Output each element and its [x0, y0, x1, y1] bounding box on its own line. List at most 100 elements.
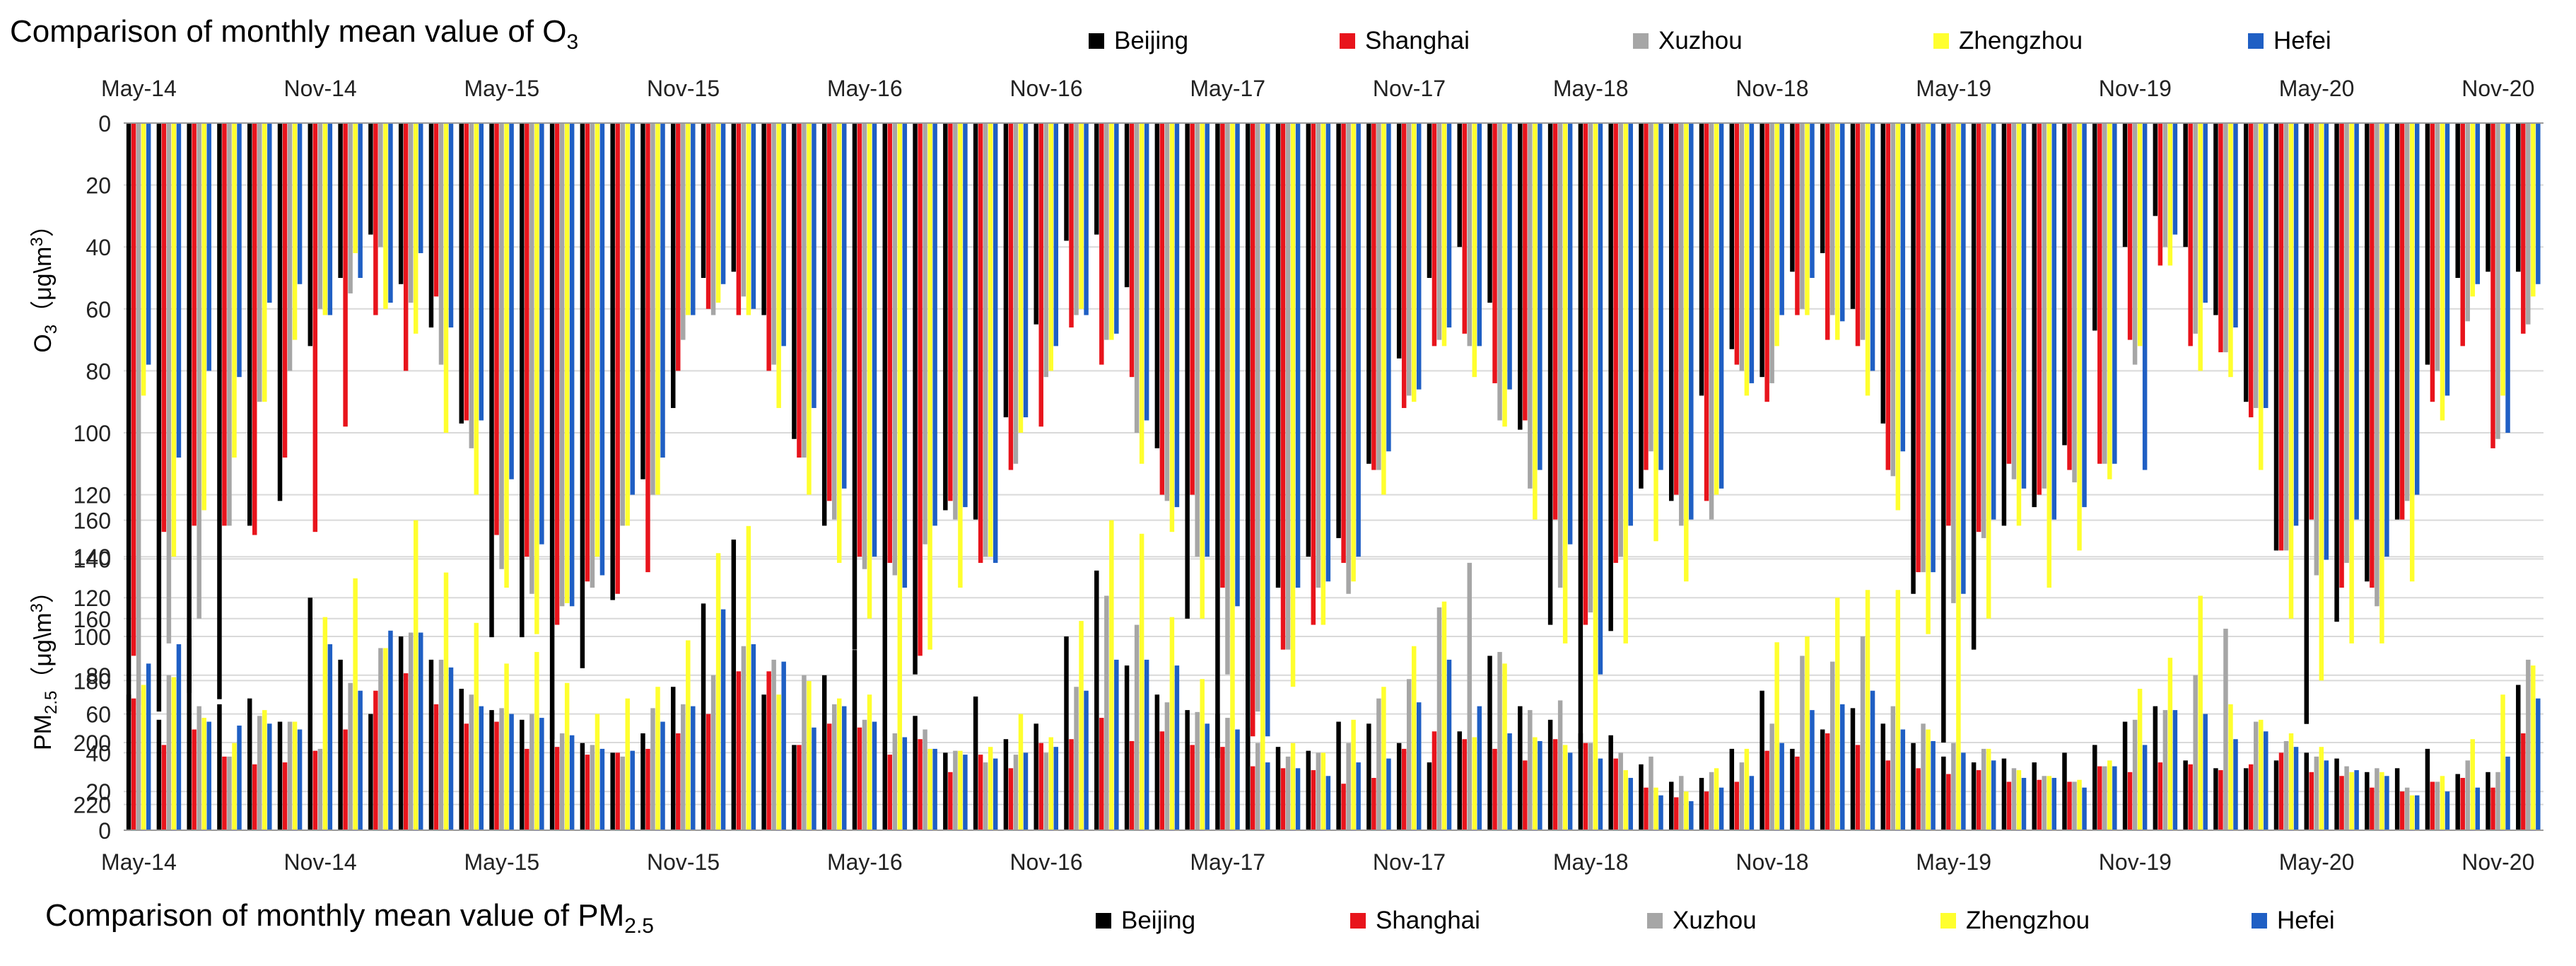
o3-bar-hefei — [1023, 123, 1029, 418]
pm25-bar-zhengzhou — [1472, 737, 1477, 830]
o3-bar-shanghai — [736, 123, 742, 315]
pm25-bar-zhengzhou — [1593, 762, 1598, 830]
o3-bar-zhengzhou — [1079, 123, 1084, 309]
o3-bar-xuzhou — [469, 123, 474, 448]
pm25-bar-shanghai — [1583, 743, 1588, 830]
o3-bar-beijing — [1760, 123, 1764, 378]
pm25-bar-xuzhou — [287, 721, 293, 830]
o3-bar-xuzhou — [1679, 123, 1684, 526]
pm25-bar-beijing — [217, 704, 222, 830]
o3-y-tick-label: 200 — [74, 731, 111, 756]
pm25-bar-beijing — [1427, 762, 1432, 830]
o3-bar-hefei — [448, 123, 454, 328]
o3-bar-hefei — [2445, 123, 2450, 396]
pm25-bar-xuzhou — [408, 632, 414, 830]
pm25-bar-xuzhou — [710, 675, 716, 830]
pm25-bar-zhengzhou — [1079, 621, 1084, 830]
o3-bar-zhengzhou — [1623, 123, 1628, 644]
o3-bar-beijing — [671, 123, 676, 408]
o3-bar-shanghai — [585, 123, 590, 582]
o3-bar-beijing — [308, 123, 313, 347]
o3-bar-shanghai — [494, 123, 499, 535]
pm25-bar-zhengzhou — [2259, 719, 2264, 830]
o3-bar-beijing — [1578, 123, 1583, 749]
pm25-bar-zhengzhou — [715, 553, 721, 830]
o3-bar-zhengzhou — [1351, 123, 1356, 582]
o3-bar-xuzhou — [590, 123, 595, 588]
o3-x-tick-label: Nov-20 — [2461, 76, 2534, 101]
pm25-x-tick-label: May-17 — [1190, 849, 1265, 875]
o3-bar-shanghai — [1280, 123, 1286, 650]
pm25-bar-beijing — [1124, 665, 1130, 830]
pm25-bar-beijing — [640, 733, 645, 830]
o3-bar-beijing — [1064, 123, 1069, 241]
o3-bar-xuzhou — [1649, 123, 1653, 452]
pm25-bar-zhengzhou — [2349, 772, 2354, 830]
pm25-bar-beijing — [1366, 723, 1371, 830]
pm25-bar-beijing — [973, 696, 978, 830]
pm25-y-tick-label: 160 — [74, 508, 111, 534]
o3-bar-xuzhou — [892, 123, 898, 576]
pm25-bar-hefei — [2233, 739, 2238, 830]
pm25-bar-zhengzhou — [988, 747, 993, 830]
o3-bar-beijing — [1003, 123, 1009, 418]
o3-bar-shanghai — [525, 123, 529, 557]
pm25-bar-xuzhou — [1346, 743, 1351, 830]
pm25-bar-shanghai — [2067, 781, 2072, 830]
o3-bar-xuzhou — [1013, 123, 1019, 464]
pm25-y-tick-label: 80 — [86, 663, 111, 689]
pm25-bar-shanghai — [2521, 733, 2526, 830]
o3-bar-xuzhou — [559, 123, 565, 607]
pm25-bar-hefei — [1023, 752, 1029, 830]
pm25-bar-zhengzhou — [927, 748, 932, 830]
o3-bar-beijing — [1608, 123, 1613, 632]
o3-bar-hefei — [1567, 123, 1573, 545]
o3-bar-shanghai — [1371, 123, 1376, 470]
pm25-bar-zhengzhou — [1895, 590, 1901, 830]
o3-bar-shanghai — [645, 123, 650, 573]
o3-bar-zhengzhou — [2440, 123, 2445, 421]
o3-bar-hefei — [2505, 123, 2510, 433]
o3-bar-zhengzhou — [1109, 123, 1114, 340]
pm25-bar-xuzhou — [1951, 743, 1956, 830]
o3-bar-xuzhou — [529, 123, 534, 594]
o3-bar-hefei — [1870, 123, 1875, 371]
pm25-bar-shanghai — [615, 752, 620, 830]
o3-bar-xuzhou — [1255, 123, 1260, 712]
pm25-bar-shanghai — [1280, 768, 1286, 830]
pm25-bar-xuzhou — [469, 694, 474, 830]
pm25-bar-beijing — [1820, 729, 1825, 830]
pm25-bar-hefei — [1779, 743, 1784, 830]
o3-x-tick-label: Nov-17 — [1373, 76, 1446, 101]
pm25-bar-beijing — [428, 659, 434, 830]
o3-bar-zhengzhou — [2319, 123, 2324, 681]
o3-bar-hefei — [176, 123, 182, 458]
pm25-bar-beijing — [1971, 762, 1977, 830]
pm25-bar-beijing — [913, 716, 918, 830]
o3-bar-hefei — [932, 123, 937, 526]
o3-bar-hefei — [2414, 123, 2420, 495]
pm25-bar-beijing — [882, 714, 887, 830]
o3-bar-xuzhou — [408, 123, 414, 303]
o3-bar-beijing — [549, 123, 555, 740]
pm25-bar-zhengzhou — [2531, 665, 2536, 830]
pm25-bar-xuzhou — [1195, 711, 1200, 830]
pm25-gridlines — [124, 519, 2543, 831]
pm25-bar-zhengzhou — [1986, 748, 1991, 830]
pm25-bar-shanghai — [645, 748, 650, 830]
o3-bar-xuzhou — [983, 123, 988, 557]
o3-bar-xuzhou — [620, 123, 625, 526]
pm25-bar-zhengzhou — [2167, 658, 2173, 830]
o3-bar-xuzhou — [1860, 123, 1866, 340]
o3-bar-beijing — [1306, 123, 1311, 557]
pm25-bar-beijing — [1790, 748, 1795, 830]
pm25-bar-zhengzhou — [867, 694, 872, 830]
o3-bar-shanghai — [464, 123, 469, 421]
o3-bar-zhengzhou — [988, 123, 993, 557]
o3-y-tick-label: 40 — [86, 235, 111, 260]
o3-bar-zhengzhou — [1714, 123, 1719, 495]
o3-bar-zhengzhou — [322, 123, 328, 315]
o3-bar-beijing — [1245, 123, 1251, 758]
pm25-bar-hefei — [2172, 710, 2178, 830]
pm25-bar-beijing — [2032, 762, 2037, 830]
